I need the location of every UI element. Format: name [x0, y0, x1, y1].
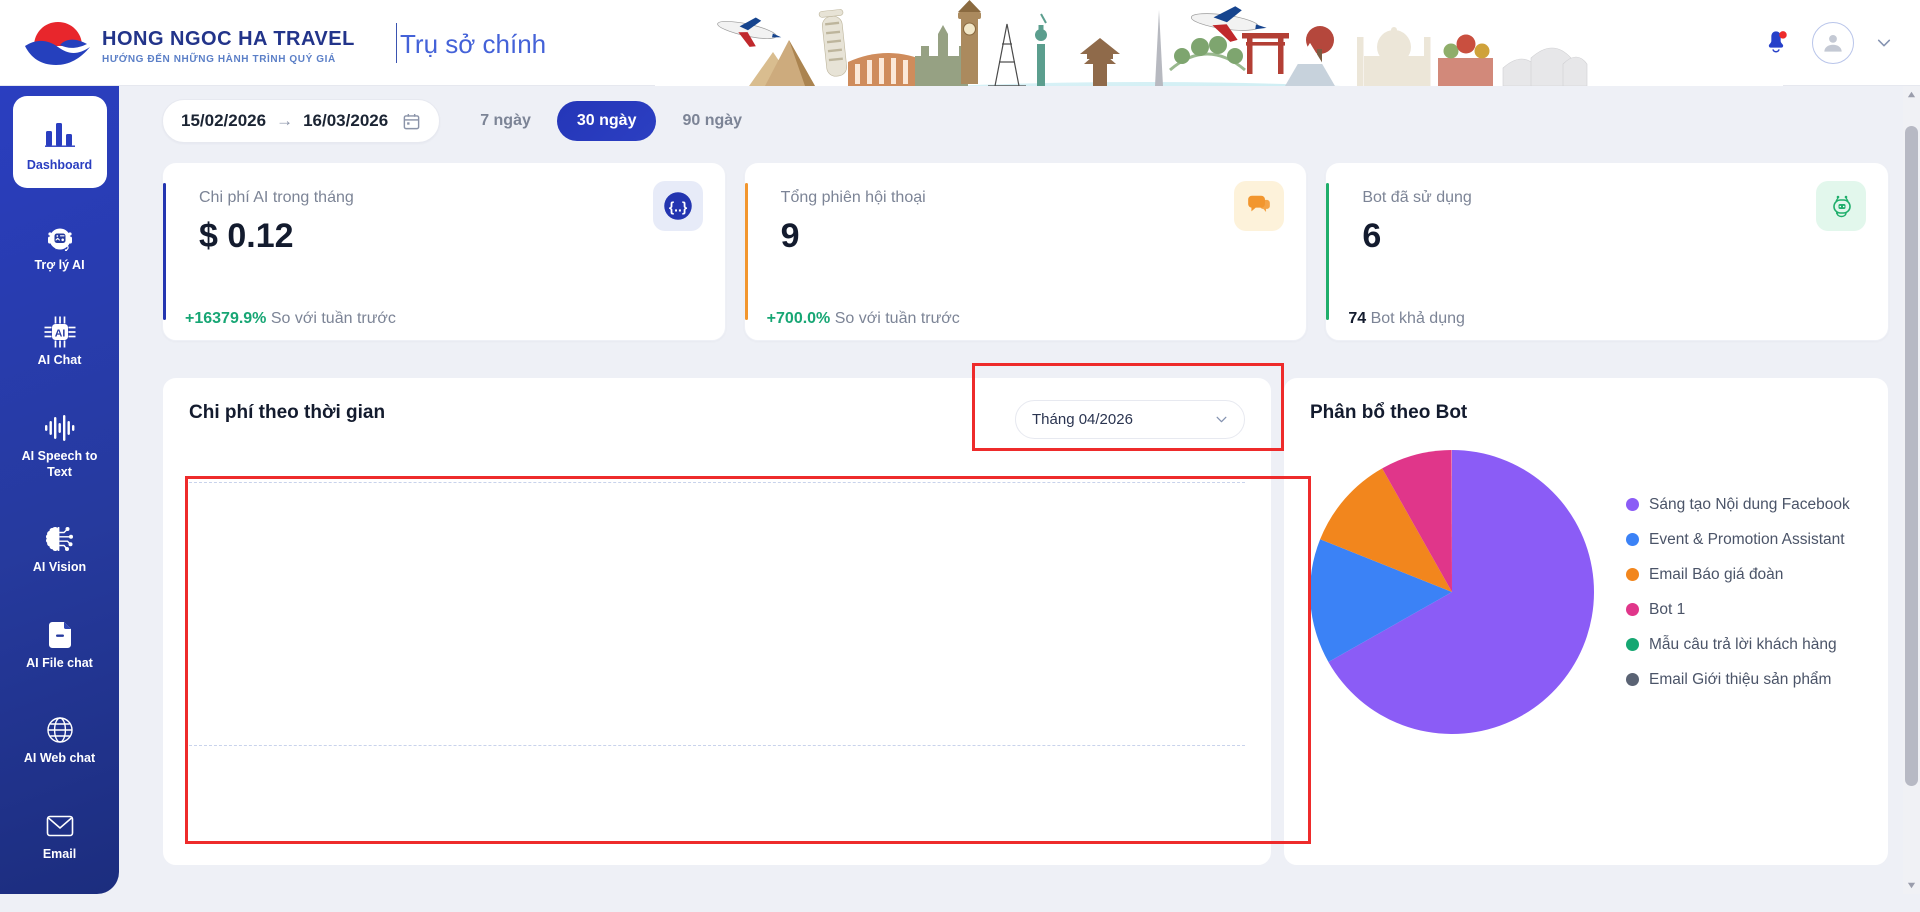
svg-text:{..}: {..}	[669, 199, 688, 214]
svg-text:AI: AI	[54, 328, 65, 340]
